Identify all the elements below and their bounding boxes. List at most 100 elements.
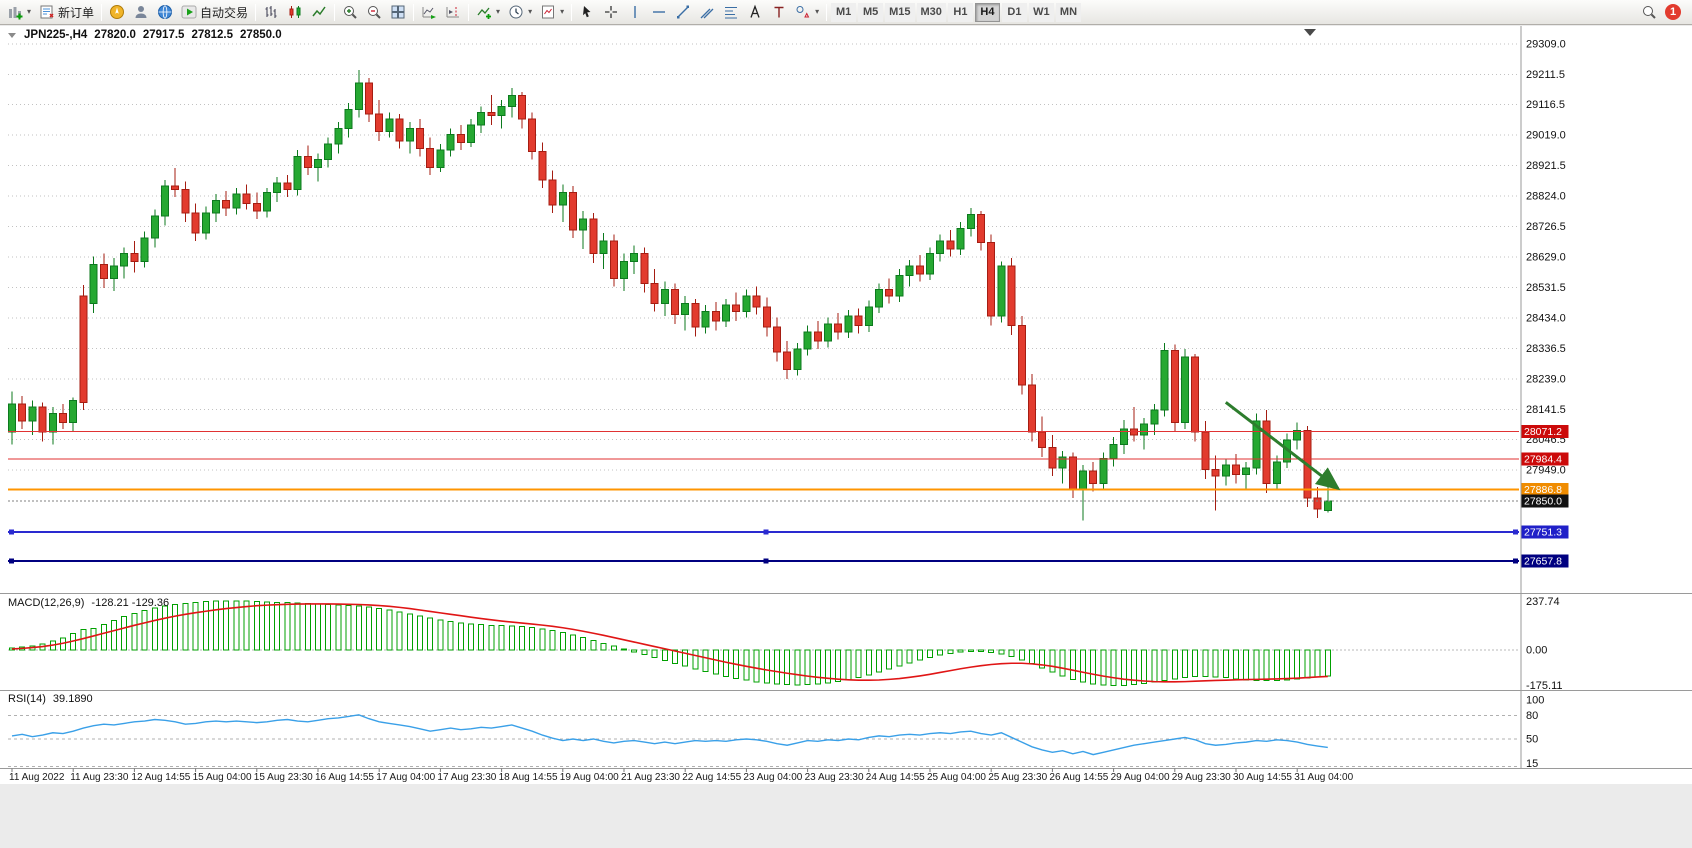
svg-text:26 Aug 14:55: 26 Aug 14:55 — [1049, 772, 1108, 783]
profile-icon-button[interactable] — [129, 2, 153, 23]
svg-text:-175.11: -175.11 — [1526, 680, 1563, 692]
svg-text:27984.4: 27984.4 — [1524, 453, 1562, 465]
new-order-button[interactable]: 新订单 — [35, 2, 98, 23]
chart-shift-button[interactable] — [441, 2, 465, 23]
fibonacci-button[interactable] — [719, 2, 743, 23]
svg-text:27850.0: 27850.0 — [1524, 495, 1562, 507]
level-line[interactable] — [8, 529, 1519, 535]
zoom-in-button[interactable] — [338, 2, 362, 23]
trendline-button[interactable] — [671, 2, 695, 23]
chart-canvas[interactable]: 29309.0 29211.5 29116.5 29019.0 28921.5 28824… — [0, 26, 1692, 848]
svg-text:28921.5: 28921.5 — [1526, 160, 1566, 172]
svg-text:16 Aug 14:55: 16 Aug 14:55 — [315, 772, 374, 783]
timeframe-mn-button[interactable]: MN — [1055, 2, 1082, 22]
price-axis[interactable]: 29309.0 29211.5 29116.5 29019.0 28921.5 28824… — [1526, 39, 1566, 477]
level-lines[interactable] — [8, 431, 1519, 564]
shapes-button[interactable] — [791, 2, 823, 23]
svg-text:28824.0: 28824.0 — [1526, 190, 1566, 202]
timeframe-m5-button[interactable]: M5 — [858, 2, 884, 22]
timeframe-h1-button[interactable]: H1 — [947, 2, 973, 22]
price-tag: 28071.2 — [1520, 425, 1569, 439]
zoom-in-icon — [342, 4, 358, 20]
svg-text:50: 50 — [1526, 734, 1538, 746]
autotrading-button[interactable]: 自动交易 — [177, 2, 252, 23]
svg-text:27886.8: 27886.8 — [1524, 484, 1562, 496]
toolbar-separator — [255, 3, 257, 21]
svg-text:15 Aug 04:00: 15 Aug 04:00 — [193, 772, 252, 783]
cursor-button[interactable] — [575, 2, 599, 23]
vertical-line-button[interactable] — [623, 2, 647, 23]
candles-layer — [8, 69, 1332, 521]
horizontal-line-button[interactable] — [647, 2, 671, 23]
date-axis[interactable]: 11 Aug 2022 11 Aug 23:30 12 Aug 14:55 15 Au… — [9, 768, 1354, 784]
chart-shift-marker[interactable] — [1304, 29, 1316, 36]
macd-label: MACD(12,26,9) -128.21 -129.36 — [8, 597, 169, 609]
svg-text:29116.5: 29116.5 — [1526, 99, 1565, 111]
candlestick-chart-button[interactable] — [283, 2, 307, 23]
timeframe-d1-button[interactable]: D1 — [1001, 2, 1027, 22]
svg-text:18 Aug 14:55: 18 Aug 14:55 — [499, 772, 558, 783]
trend-arrow-object[interactable] — [1224, 401, 1341, 491]
svg-text:29019.0: 29019.0 — [1526, 129, 1566, 141]
chart-title: JPN225-,H4 27820.0 27917.5 27812.5 27850… — [8, 29, 282, 41]
templates-button[interactable] — [536, 2, 568, 23]
level-line[interactable] — [8, 558, 1519, 564]
svg-text:23 Aug 23:30: 23 Aug 23:30 — [805, 772, 864, 783]
svg-text:29 Aug 23:30: 29 Aug 23:30 — [1172, 772, 1231, 783]
tile-windows-icon — [390, 4, 406, 20]
timeframe-group: M1 M5 M15 M30 H1 H4 D1 W1 MN — [830, 2, 1082, 22]
person-icon — [133, 4, 149, 20]
line-chart-button[interactable] — [307, 2, 331, 23]
auto-scroll-button[interactable] — [417, 2, 441, 23]
timeframe-w1-button[interactable]: W1 — [1028, 2, 1054, 22]
timeframe-m30-button[interactable]: M30 — [916, 2, 946, 22]
svg-text:25 Aug 23:30: 25 Aug 23:30 — [988, 772, 1047, 783]
svg-text:29211.5: 29211.5 — [1526, 69, 1565, 81]
svg-text:24 Aug 14:55: 24 Aug 14:55 — [866, 772, 925, 783]
globe-icon — [157, 4, 173, 20]
svg-text:28071.2: 28071.2 — [1524, 426, 1562, 438]
svg-text:28629.0: 28629.0 — [1526, 251, 1566, 263]
crosshair-button[interactable] — [599, 2, 623, 23]
ohlc-bars-icon — [263, 4, 279, 20]
search-icon — [1641, 4, 1657, 20]
macd-name: MACD(12,26,9) — [8, 597, 85, 609]
svg-text:0.00: 0.00 — [1526, 645, 1547, 657]
new-order-label: 新订单 — [58, 5, 95, 20]
macd-panel: 237.74 0.00 -175.11 — [8, 596, 1563, 692]
autotrading-label: 自动交易 — [200, 5, 249, 20]
price-tag: 27850.0 — [1520, 494, 1569, 508]
svg-text:27949.0: 27949.0 — [1526, 464, 1566, 476]
timeframe-m15-button[interactable]: M15 — [885, 2, 915, 22]
add-indicator-icon — [476, 4, 492, 20]
new-chart-button[interactable] — [3, 2, 35, 23]
svg-text:23 Aug 04:00: 23 Aug 04:00 — [743, 772, 802, 783]
main-toolbar: 新订单 自动交易 — [0, 0, 1692, 25]
text-button[interactable] — [743, 2, 767, 23]
svg-text:31 Aug 04:00: 31 Aug 04:00 — [1294, 772, 1353, 783]
notification-badge[interactable]: 1 — [1665, 4, 1681, 20]
globe-icon-button[interactable] — [153, 2, 177, 23]
label-button[interactable] — [767, 2, 791, 23]
svg-text:15: 15 — [1526, 758, 1538, 770]
bar-chart-button[interactable] — [259, 2, 283, 23]
svg-text:28336.5: 28336.5 — [1526, 343, 1566, 355]
tile-windows-button[interactable] — [386, 2, 410, 23]
compass-icon — [109, 4, 125, 20]
one-click-trading-icon[interactable] — [8, 32, 16, 38]
search-button[interactable] — [1637, 2, 1661, 23]
timeframe-m1-button[interactable]: M1 — [831, 2, 857, 22]
svg-text:11 Aug 23:30: 11 Aug 23:30 — [70, 772, 129, 783]
channel-button[interactable] — [695, 2, 719, 23]
indicators-button[interactable] — [472, 2, 504, 23]
text-a-icon — [747, 4, 763, 20]
compass-icon-button[interactable] — [105, 2, 129, 23]
svg-text:25 Aug 04:00: 25 Aug 04:00 — [927, 772, 986, 783]
toolbar-separator — [571, 3, 573, 21]
zoom-out-button[interactable] — [362, 2, 386, 23]
macd-histogram — [9, 600, 1331, 687]
periods-button[interactable] — [504, 2, 536, 23]
svg-text:21 Aug 23:30: 21 Aug 23:30 — [621, 772, 680, 783]
svg-text:15 Aug 23:30: 15 Aug 23:30 — [254, 772, 313, 783]
timeframe-h4-button[interactable]: H4 — [974, 2, 1000, 22]
